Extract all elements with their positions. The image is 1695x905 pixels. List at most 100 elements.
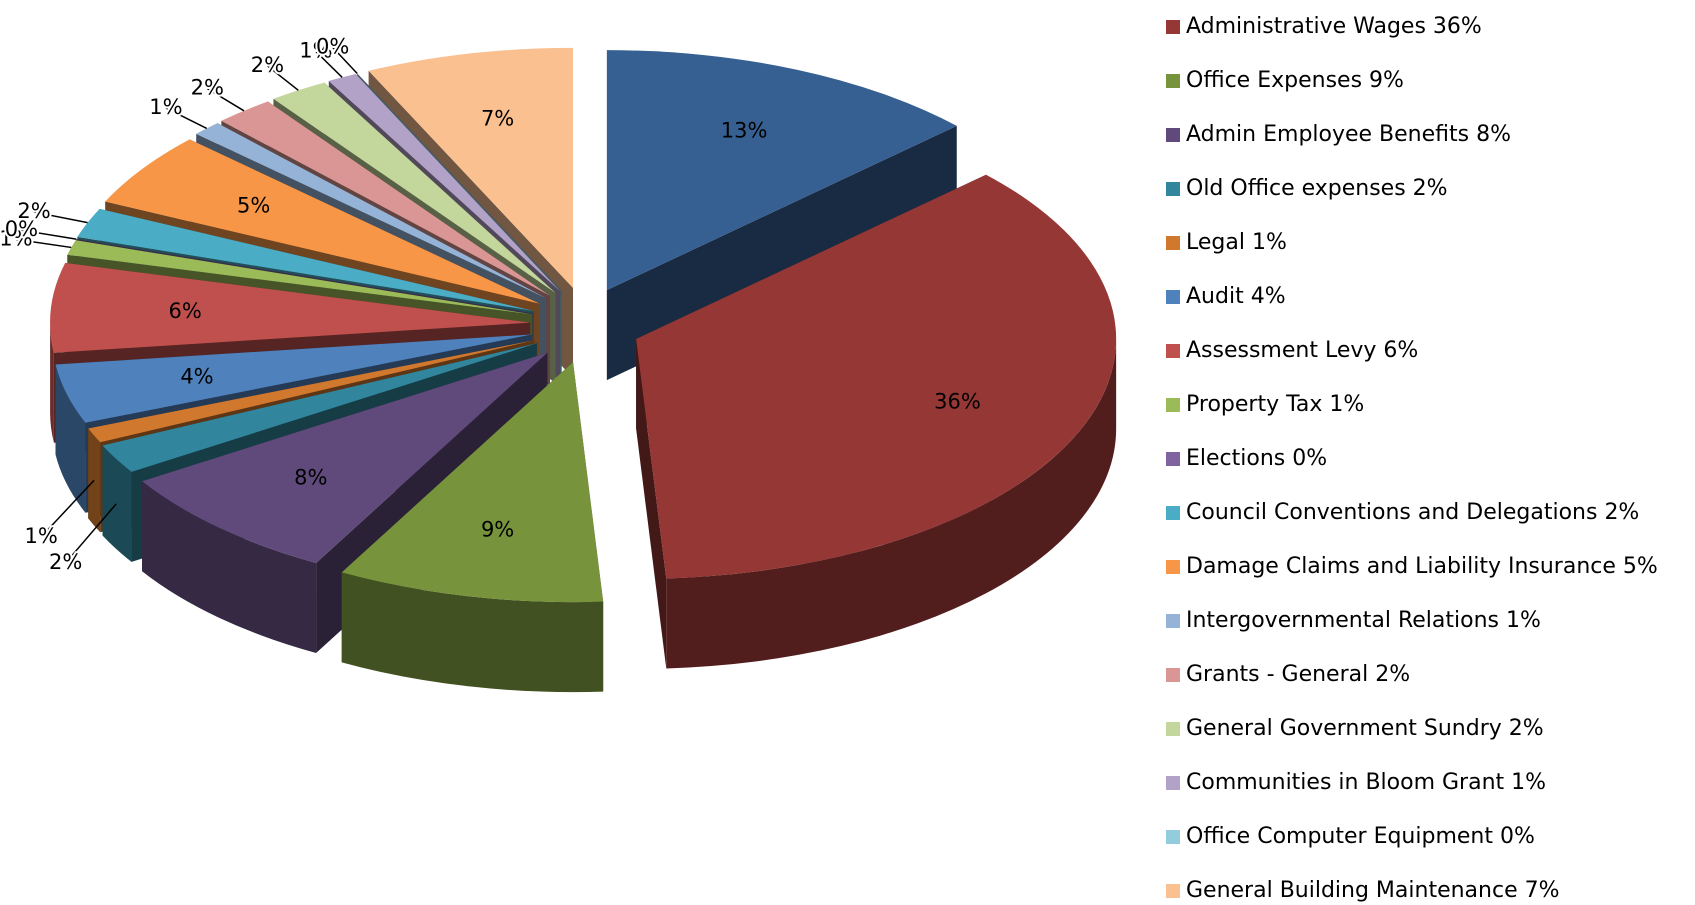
legend-value: 1% [1329, 392, 1364, 417]
legend-value: 0% [1292, 446, 1327, 471]
legend-swatch [1166, 290, 1180, 304]
leader-line [206, 87, 245, 112]
legend-swatch [1166, 344, 1180, 358]
legend-swatch [1166, 560, 1180, 574]
data-label: 36% [934, 390, 981, 414]
legend-value: 9% [1369, 68, 1404, 93]
legend-label: Assessment Levy 6% [1186, 338, 1418, 363]
legend-name: Grants - General [1186, 662, 1368, 687]
legend-label: Elections 0% [1186, 446, 1327, 471]
legend-name: Office Expenses [1186, 68, 1362, 93]
legend-value: 2% [1509, 716, 1544, 741]
leader-line [15, 238, 72, 249]
legend-label: Office Expenses 9% [1186, 68, 1404, 93]
data-label: 2% [49, 550, 82, 574]
slice-wall [666, 338, 1117, 669]
legend-value: 36% [1433, 14, 1482, 39]
leader-line [40, 479, 95, 538]
legend-value: 2% [1375, 662, 1410, 687]
legend-label: Old Office expenses 2% [1186, 176, 1448, 201]
slice-top [142, 352, 548, 564]
data-label: 13% [721, 119, 768, 143]
legend-label: General Building Maintenance 7% [1186, 878, 1560, 903]
legend-value: 1% [1252, 230, 1287, 255]
legend-label: Office Computer Equipment 0% [1186, 824, 1535, 849]
data-label: 7% [481, 106, 514, 130]
slice-top [88, 340, 535, 443]
legend-value: 6% [1383, 338, 1418, 363]
slice-top [636, 174, 1117, 579]
legend-swatch [1166, 884, 1180, 898]
legend-swatch [1166, 830, 1180, 844]
leader-line [33, 211, 88, 224]
legend-label: Council Conventions and Delegations 2% [1186, 500, 1639, 525]
legend: Administrative Wages 36% Office Expenses 9%… [1166, 14, 1658, 903]
leader-line [315, 51, 343, 78]
legend-label: Intergovernmental Relations 1% [1186, 608, 1541, 633]
legend-value: 8% [1476, 122, 1511, 147]
slice-top [50, 262, 531, 353]
slice-wall [50, 322, 54, 443]
slice-top [341, 362, 604, 603]
legend-swatch [1166, 452, 1180, 466]
slice-wall [142, 481, 317, 654]
legend-swatch [1166, 236, 1180, 250]
slice-top [196, 123, 547, 299]
legend-swatch [1166, 20, 1180, 34]
legend-swatch [1166, 182, 1180, 196]
legend-label: Damage Claims and Liability Insurance 5% [1186, 554, 1658, 579]
slice-top [328, 73, 561, 292]
data-label: 1% [299, 39, 332, 63]
data-label: 1% [149, 95, 182, 119]
legend-label: Legal 1% [1186, 230, 1287, 255]
data-label: 5% [237, 194, 270, 218]
legend-value: 4% [1251, 284, 1286, 309]
data-label: 6% [169, 299, 202, 323]
slice-top [357, 73, 562, 291]
legend-name: Office Computer Equipment [1186, 824, 1493, 849]
legend-swatch [1166, 128, 1180, 142]
legend-label: Property Tax 1% [1186, 392, 1364, 417]
legend-value: 0% [1500, 824, 1535, 849]
legend-value: 1% [1506, 608, 1541, 633]
slice [341, 362, 604, 693]
legend-value: 7% [1525, 878, 1560, 903]
legend-name: Elections [1186, 446, 1285, 471]
slice-top [67, 240, 533, 315]
leader-line [165, 107, 208, 130]
legend-value: 2% [1604, 500, 1639, 525]
legend-name: Legal [1186, 230, 1245, 255]
legend-name: Admin Employee Benefits [1186, 122, 1469, 147]
data-label: 9% [481, 518, 514, 542]
slice-top [102, 343, 537, 472]
slice-wall [341, 572, 604, 693]
legend-value: 5% [1623, 554, 1658, 579]
slice-top [105, 139, 540, 304]
slice-top [55, 334, 532, 423]
legend-label: Communities in Bloom Grant 1% [1186, 770, 1546, 795]
slice-wall [55, 364, 86, 513]
data-label: 2% [191, 76, 224, 100]
slice-top [273, 82, 556, 293]
legend-name: General Government Sundry [1186, 716, 1502, 741]
pie-labels: 13%36%9%8%2%1%4%6%1%0%2% 5%1%2%2%1%0%7% [0, 32, 981, 575]
legend-swatch [1166, 74, 1180, 88]
legend-label: Grants - General 2% [1186, 662, 1410, 687]
slice-top [368, 47, 574, 288]
data-label: 0% [5, 217, 38, 241]
data-label: 8% [294, 466, 327, 490]
slice-top [606, 50, 957, 291]
legend-swatch [1166, 398, 1180, 412]
legend-label: General Government Sundry 2% [1186, 716, 1544, 741]
slice-side [636, 338, 667, 669]
legend-label: Administrative Wages 36% [1186, 14, 1482, 39]
slice [636, 174, 1117, 669]
legend-name: Audit [1186, 284, 1244, 309]
legend-name: Old Office expenses [1186, 176, 1406, 201]
slice-wall [88, 428, 101, 533]
slice-top [221, 101, 550, 296]
leader-line [65, 503, 117, 564]
legend-swatch [1166, 668, 1180, 682]
legend-swatch [1166, 614, 1180, 628]
